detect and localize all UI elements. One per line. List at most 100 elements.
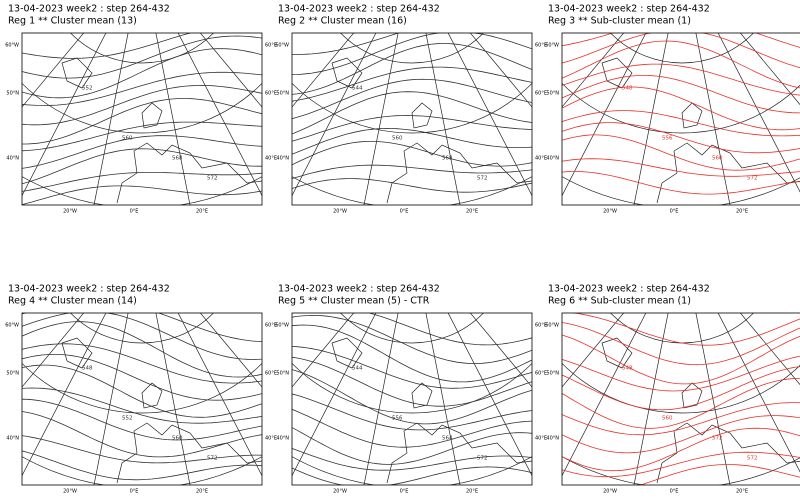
- panel-title: 13-04-2023 week2 : step 264-432: [548, 4, 710, 15]
- lat-label: 60°E: [265, 323, 277, 329]
- contour: [22, 185, 262, 205]
- lon-label: 0°E: [400, 209, 409, 215]
- contour-label: 544: [352, 366, 363, 372]
- lon-label: 20°E: [736, 209, 748, 215]
- parallel: [22, 176, 262, 205]
- lat-label: 40°E: [535, 156, 547, 162]
- lat-label: 60°E: [535, 91, 547, 97]
- contour: [292, 127, 532, 155]
- meridian: [155, 33, 191, 205]
- contour: [562, 63, 800, 96]
- coastline: [601, 57, 800, 204]
- lon-label: 20°E: [466, 209, 478, 215]
- contour: [292, 408, 532, 448]
- meridian: [292, 313, 377, 477]
- meridian: [695, 33, 731, 205]
- contour: [292, 91, 532, 135]
- contour: [562, 75, 800, 114]
- contour: [22, 148, 262, 185]
- lat-label: 60°W: [5, 43, 19, 49]
- lon-label: 20°W: [333, 489, 347, 495]
- lat-label: 40°E: [265, 156, 277, 162]
- lat-label: 50°N: [546, 371, 559, 377]
- meridian: [739, 33, 800, 106]
- meridian: [22, 313, 107, 477]
- contour: [22, 343, 262, 384]
- meridian: [199, 33, 262, 108]
- contour: [562, 40, 800, 89]
- contour: [292, 33, 400, 55]
- meridian: [447, 33, 532, 197]
- map-frame: [291, 312, 533, 486]
- contour: [22, 411, 262, 458]
- meridian: [93, 33, 129, 205]
- contour: [292, 393, 532, 431]
- lat-label: 40°E: [265, 436, 277, 442]
- lat-label: 40°N: [6, 156, 19, 162]
- parallel: [22, 82, 262, 134]
- contour-label: 544: [352, 86, 363, 92]
- contour: [562, 402, 800, 436]
- contour-label: 552: [122, 416, 133, 422]
- lat-label: 60°E: [265, 91, 277, 97]
- contour: [22, 135, 262, 169]
- contour: [562, 33, 800, 69]
- contour: [22, 84, 262, 126]
- meridian: [562, 313, 647, 477]
- contour: [368, 313, 532, 346]
- lat-label: 60°E: [265, 371, 277, 377]
- lon-label: 0°E: [670, 209, 679, 215]
- meridian: [363, 313, 399, 485]
- panel-title: 13-04-2023 week2 : step 264-432: [548, 284, 710, 295]
- contour-label: 568: [172, 156, 183, 162]
- meridian: [425, 313, 461, 485]
- contour: [562, 366, 800, 411]
- lon-label: 20°W: [63, 489, 77, 495]
- contour: [292, 66, 532, 102]
- lon-label: 20°W: [603, 209, 617, 215]
- contour: [292, 178, 532, 193]
- contour: [292, 43, 532, 95]
- map-body: [22, 313, 262, 485]
- panel-subtitle: Reg 3 ** Sub-cluster mean (1): [548, 16, 691, 27]
- panel-subtitle: Reg 2 ** Cluster mean (16): [278, 16, 407, 27]
- meridian: [93, 313, 129, 485]
- contour: [292, 356, 532, 407]
- lon-label: 0°E: [130, 209, 139, 215]
- meridian: [425, 33, 461, 205]
- contour: [562, 158, 800, 177]
- contour-label: 564: [442, 436, 453, 442]
- meridian: [562, 313, 625, 388]
- meridian: [469, 33, 532, 108]
- contour-label: 560: [662, 416, 673, 422]
- meridian: [199, 313, 262, 388]
- lon-label: 20°E: [196, 209, 208, 215]
- map-frame: [21, 32, 263, 206]
- parallel: [292, 82, 532, 134]
- contour: [22, 121, 262, 152]
- contour: [22, 398, 262, 441]
- contour: [22, 435, 262, 464]
- contour-label: 572: [207, 176, 218, 182]
- contour: [562, 322, 800, 366]
- contour: [562, 110, 800, 137]
- contour: [571, 313, 800, 346]
- meridian: [22, 33, 107, 197]
- contour-label: 572: [712, 436, 723, 442]
- contour-label: 572: [207, 456, 218, 462]
- contour-label: 572: [747, 176, 758, 182]
- contour: [22, 364, 262, 418]
- contour: [562, 134, 800, 171]
- contour: [562, 427, 800, 472]
- lat-label: 50°N: [6, 91, 19, 97]
- contour: [292, 141, 532, 167]
- parallel: [340, 33, 484, 64]
- meridian: [469, 313, 532, 388]
- contour: [562, 86, 800, 131]
- lat-label: 60°W: [5, 323, 19, 329]
- lat-label: 60°E: [535, 323, 547, 329]
- lat-label: 50°N: [276, 91, 289, 97]
